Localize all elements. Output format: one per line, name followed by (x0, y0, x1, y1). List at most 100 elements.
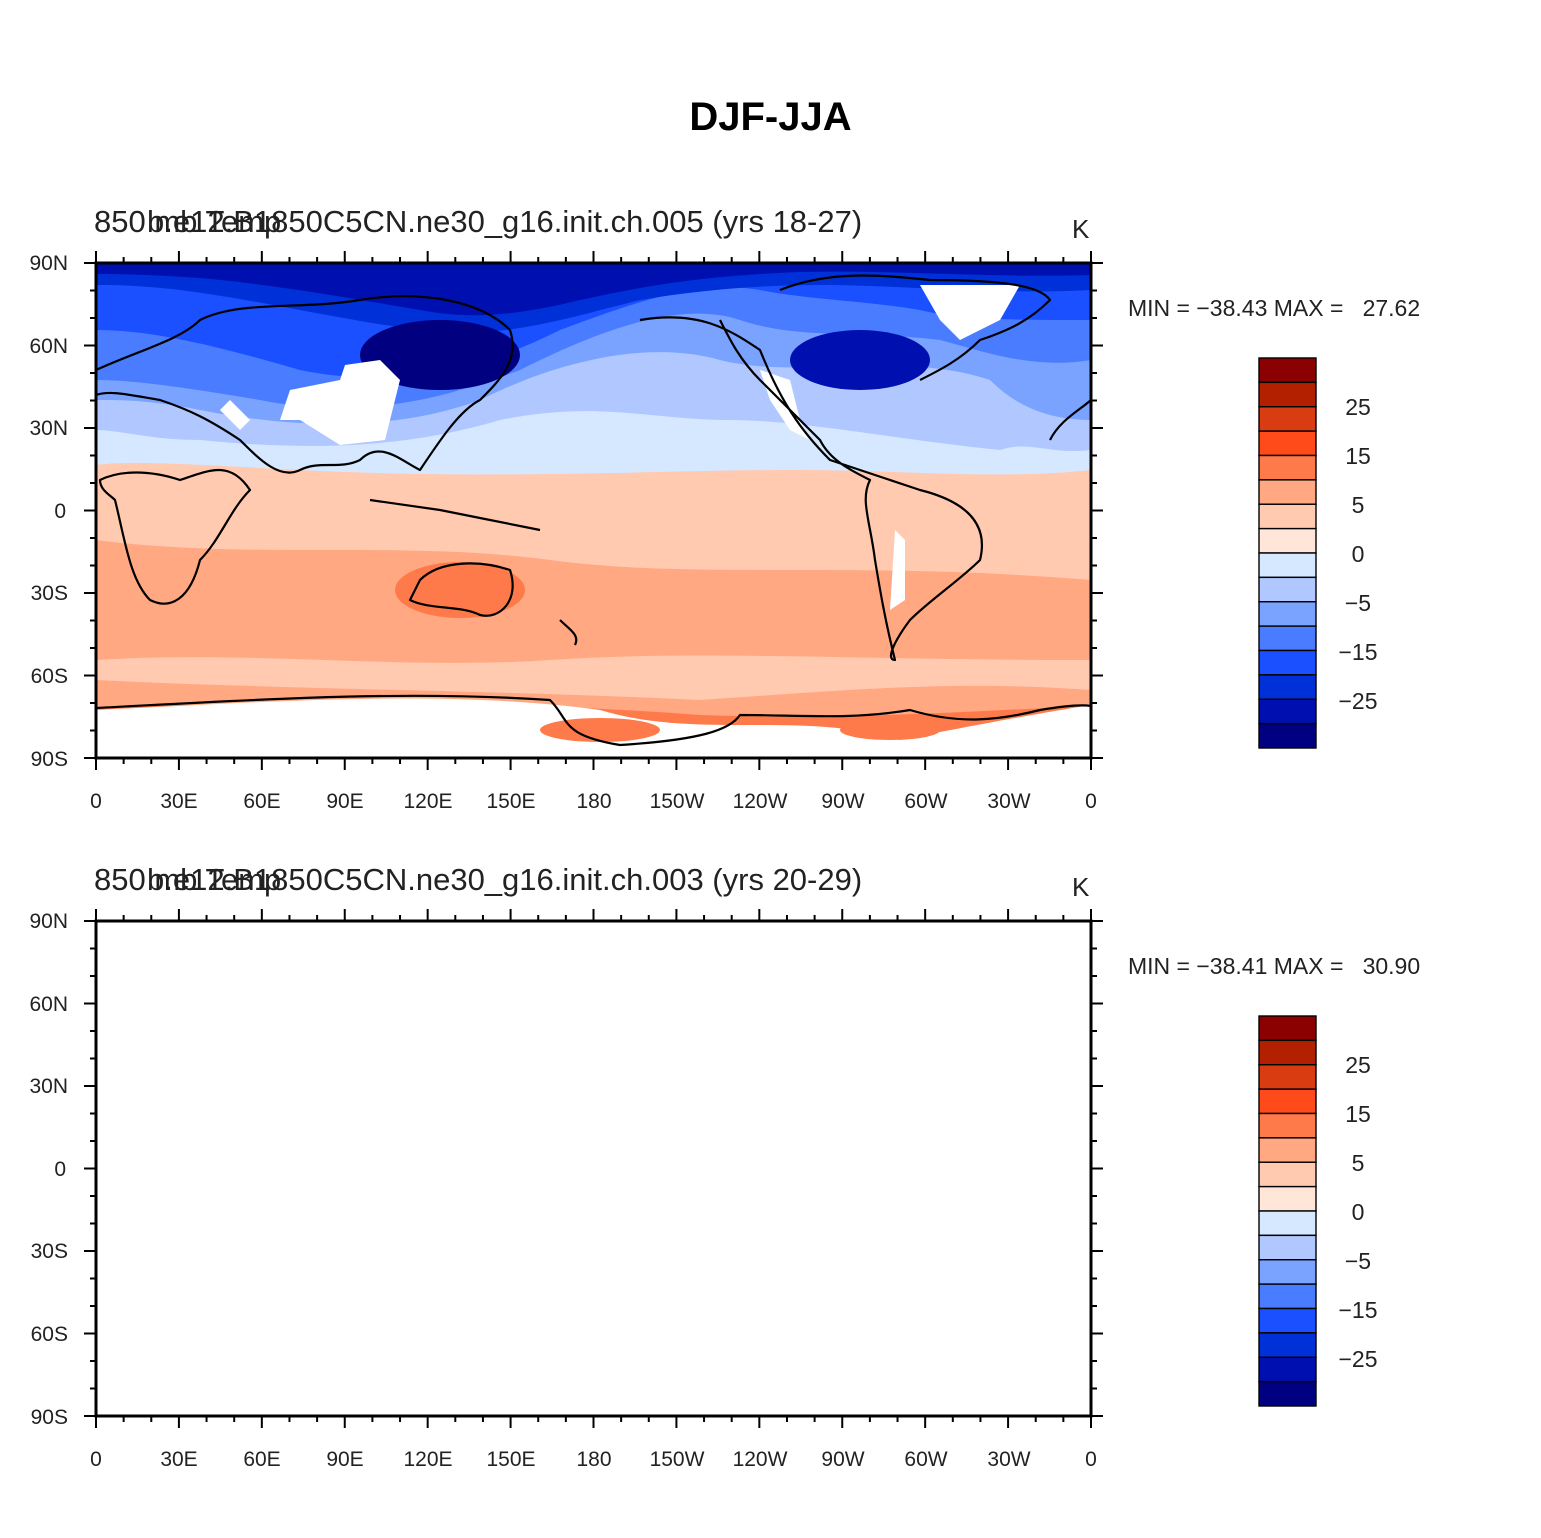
colorbar-swatch (1258, 1234, 1317, 1261)
panel-1-colorbar-label: −5 (1345, 590, 1371, 616)
panel-2-lon-label: 180 (576, 1448, 611, 1471)
panel-2-lon-label: 150W (650, 1448, 705, 1471)
colorbar-swatch (1258, 503, 1317, 530)
colorbar-swatch (1258, 1088, 1317, 1115)
panel-2-map-frame (94, 919, 1093, 1418)
panel-2-lat-label: 30N (29, 1075, 68, 1098)
panel-1-units: K (1072, 214, 1090, 244)
colorbar-swatch (1258, 1185, 1317, 1212)
colorbar-swatch (1258, 454, 1317, 481)
panel-2-lon-label: 60E (243, 1448, 280, 1471)
panel-1-lon-label: 60W (904, 790, 947, 813)
panel-1-lon-label: 0 (1085, 790, 1097, 813)
colorbar-swatch (1258, 576, 1317, 603)
panel-1-lat-label: 30S (31, 582, 68, 605)
panel-1-lat-label: 0 (54, 500, 66, 523)
panel-1-lat-label: 60S (31, 665, 68, 688)
panel-1-case-title: b.e12.B1850C5CN.ne30_g16.init.ch.005 (yr… (147, 204, 862, 239)
panel-1-colorbar-label: −15 (1338, 639, 1377, 665)
panel-2-lat-label: 90S (31, 1406, 68, 1429)
colorbar-swatch (1258, 698, 1317, 725)
colorbar-swatch (1258, 430, 1317, 457)
panel-2-case-title: b.e12.B1850C5CN.ne30_g16.init.ch.003 (yr… (147, 862, 862, 897)
colorbar-swatch (1258, 406, 1317, 432)
panel-2-colorbar-label: −25 (1338, 1346, 1377, 1372)
panel-2-lat-label: 30S (31, 1240, 68, 1263)
panel-1-lat-label: 90S (31, 748, 68, 771)
panel-1-colorbar-label: 5 (1352, 492, 1365, 518)
panel-2-colorbar-label: 25 (1345, 1052, 1371, 1078)
panel-2-lat-label: 90N (29, 910, 68, 933)
colorbar-swatch (1258, 1356, 1317, 1383)
colorbar-swatch (1258, 1259, 1317, 1285)
colorbar-swatch (1258, 1064, 1317, 1090)
panel-2-colorbar-label: 15 (1345, 1101, 1371, 1127)
colorbar-swatch (1258, 1307, 1317, 1334)
colorbar-swatch (1258, 674, 1317, 700)
panel-1-colorbar-label: −25 (1338, 688, 1377, 714)
panel-1-lon-label: 120W (733, 790, 788, 813)
panel-1-left-title: 850 mb Temp (94, 204, 281, 239)
panel-1-lat-label: 30N (29, 417, 68, 440)
panel-1-lon-label: 150E (486, 790, 535, 813)
panel-1: 850 mb Temp b.e12.B1850C5CN.ne30_g16.ini… (29, 204, 1420, 813)
panel-1-lon-label: 0 (90, 790, 102, 813)
colorbar-swatch (1258, 1112, 1317, 1139)
panel-1-lon-label: 30E (160, 790, 197, 813)
panel-1-colorbar (1258, 357, 1317, 749)
colorbar-swatch (1258, 1039, 1317, 1066)
panel-2-lon-label: 150E (486, 1448, 535, 1471)
colorbar-swatch (1258, 527, 1317, 554)
panel-2-ticks (84, 909, 1103, 1428)
panel-2-lon-label: 120W (733, 1448, 788, 1471)
panel-1-colorbar-label: 15 (1345, 443, 1371, 469)
colorbar-swatch (1258, 1015, 1317, 1042)
panel-1-lon-label: 90W (821, 790, 864, 813)
panel-2-left-title: 850 mb Temp (94, 862, 281, 897)
panel-2-lon-label: 0 (1085, 1448, 1097, 1471)
panel-1-min-max: MIN = −38.43 MAX = 27.62 (1128, 295, 1420, 321)
colorbar-swatch (1258, 357, 1317, 384)
colorbar-swatch (1258, 649, 1317, 676)
panel-2: 850 mb Temp b.e12.B1850C5CN.ne30_g16.ini… (29, 862, 1420, 1471)
panel-2-lat-label: 60N (29, 993, 68, 1016)
panel-2-colorbar-label: 5 (1352, 1150, 1365, 1176)
panel-1-lat-label: 90N (29, 252, 68, 275)
panel-1-lon-label: 30W (987, 790, 1030, 813)
colorbar-swatch (1258, 1332, 1317, 1358)
panel-1-lat-label: 60N (29, 335, 68, 358)
panel-2-min-max: MIN = −38.41 MAX = 30.90 (1128, 953, 1420, 979)
panel-1-lon-label: 120E (403, 790, 452, 813)
panel-2-lat-label: 0 (54, 1158, 66, 1181)
panel-1-colorbar-label: 25 (1345, 394, 1371, 420)
panel-2-lon-label: 60W (904, 1448, 947, 1471)
panel-1-lon-label: 90E (326, 790, 363, 813)
colorbar-swatch (1258, 1161, 1317, 1188)
colorbar-swatch (1258, 1380, 1317, 1407)
panel-1-lon-label: 150W (650, 790, 705, 813)
colorbar-swatch (1258, 552, 1317, 579)
panel-2-map (96, 921, 1091, 1416)
colorbar-swatch (1258, 381, 1317, 408)
panel-2-units: K (1072, 872, 1090, 902)
panel-2-lon-label: 90E (326, 1448, 363, 1471)
panel-1-colorbar-label: 0 (1352, 541, 1365, 567)
panel-1-map (96, 263, 1091, 758)
colorbar-swatch (1258, 722, 1317, 749)
colorbar-swatch (1258, 479, 1317, 505)
panel-2-lon-label: 30E (160, 1448, 197, 1471)
panel-2-colorbar-label: −5 (1345, 1248, 1371, 1274)
panel-2-lon-label: 90W (821, 1448, 864, 1471)
panel-1-lon-label: 180 (576, 790, 611, 813)
colorbar-swatch (1258, 601, 1317, 627)
colorbar-swatch (1258, 1137, 1317, 1163)
panel-2-lon-label: 120E (403, 1448, 452, 1471)
panel-2-colorbar-label: 0 (1352, 1199, 1365, 1225)
colorbar-swatch (1258, 1283, 1317, 1310)
colorbar-swatch (1258, 1210, 1317, 1237)
panel-1-lon-label: 60E (243, 790, 280, 813)
figure-title: DJF-JJA (689, 95, 852, 139)
panel-2-lon-label: 0 (90, 1448, 102, 1471)
panel-2-lat-label: 60S (31, 1323, 68, 1346)
